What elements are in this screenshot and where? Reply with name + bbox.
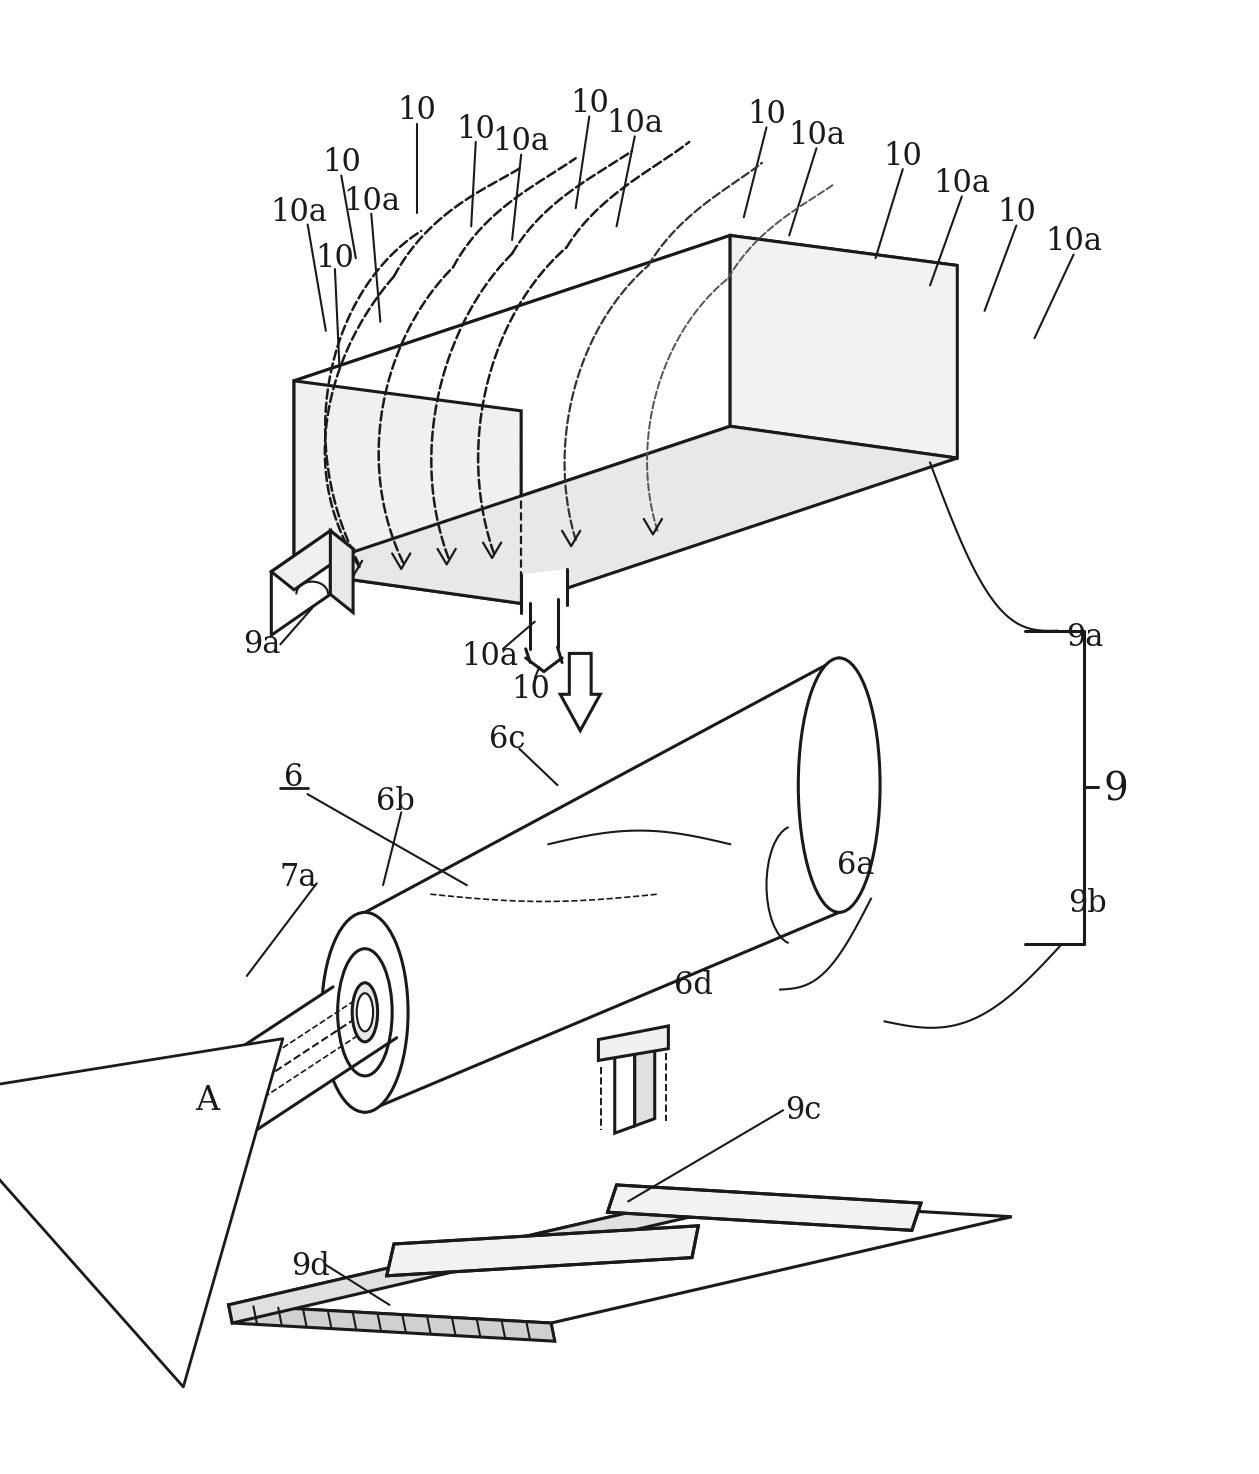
Polygon shape [387, 1226, 699, 1276]
Text: 10: 10 [316, 243, 354, 274]
Text: 6c: 6c [490, 724, 526, 755]
Text: 10a: 10a [271, 198, 327, 228]
Text: 10a: 10a [607, 108, 663, 139]
Polygon shape [229, 1304, 555, 1341]
Polygon shape [271, 531, 330, 635]
Ellipse shape [184, 1107, 200, 1144]
Polygon shape [295, 426, 957, 603]
Polygon shape [160, 988, 397, 1151]
Polygon shape [229, 1198, 691, 1324]
Text: 10a: 10a [492, 127, 550, 158]
Text: 10: 10 [747, 99, 786, 130]
Polygon shape [635, 1030, 655, 1126]
Text: 6a: 6a [837, 849, 875, 880]
Ellipse shape [356, 993, 373, 1032]
Text: 10: 10 [456, 113, 495, 144]
Text: 9a: 9a [243, 629, 281, 660]
Ellipse shape [353, 983, 378, 1042]
Text: 6b: 6b [376, 786, 415, 817]
Text: 7a: 7a [279, 862, 317, 893]
Text: 10: 10 [997, 198, 1036, 228]
Text: A: A [195, 1085, 220, 1117]
Text: 6: 6 [285, 762, 303, 793]
Text: 10a: 10a [1045, 227, 1102, 258]
Polygon shape [295, 236, 957, 411]
Text: 9a: 9a [1066, 622, 1104, 653]
Ellipse shape [337, 949, 392, 1076]
Text: 10: 10 [570, 88, 609, 119]
Text: 10: 10 [884, 142, 923, 172]
Ellipse shape [798, 657, 880, 912]
Text: 10: 10 [511, 674, 550, 705]
Text: 10a: 10a [461, 641, 517, 672]
Ellipse shape [176, 1091, 208, 1162]
Polygon shape [330, 531, 353, 613]
Polygon shape [560, 653, 601, 731]
Text: 10: 10 [398, 96, 436, 127]
Polygon shape [521, 569, 567, 609]
Text: 10a: 10a [788, 119, 845, 150]
Text: 10: 10 [322, 147, 361, 178]
Ellipse shape [322, 912, 408, 1113]
Text: 9c: 9c [784, 1095, 821, 1126]
Polygon shape [598, 1026, 669, 1060]
Polygon shape [303, 762, 857, 1058]
Polygon shape [229, 1198, 1012, 1324]
Polygon shape [608, 1185, 920, 1231]
Text: 9: 9 [1104, 771, 1128, 808]
Polygon shape [295, 380, 521, 603]
Text: 9b: 9b [1068, 887, 1107, 918]
Text: 6d: 6d [675, 970, 714, 1001]
Polygon shape [730, 236, 957, 458]
Text: 10a: 10a [342, 186, 400, 217]
Text: 10a: 10a [933, 168, 991, 199]
Polygon shape [614, 1039, 635, 1134]
Polygon shape [271, 531, 353, 590]
Polygon shape [295, 236, 730, 572]
Text: 9d: 9d [291, 1251, 330, 1282]
